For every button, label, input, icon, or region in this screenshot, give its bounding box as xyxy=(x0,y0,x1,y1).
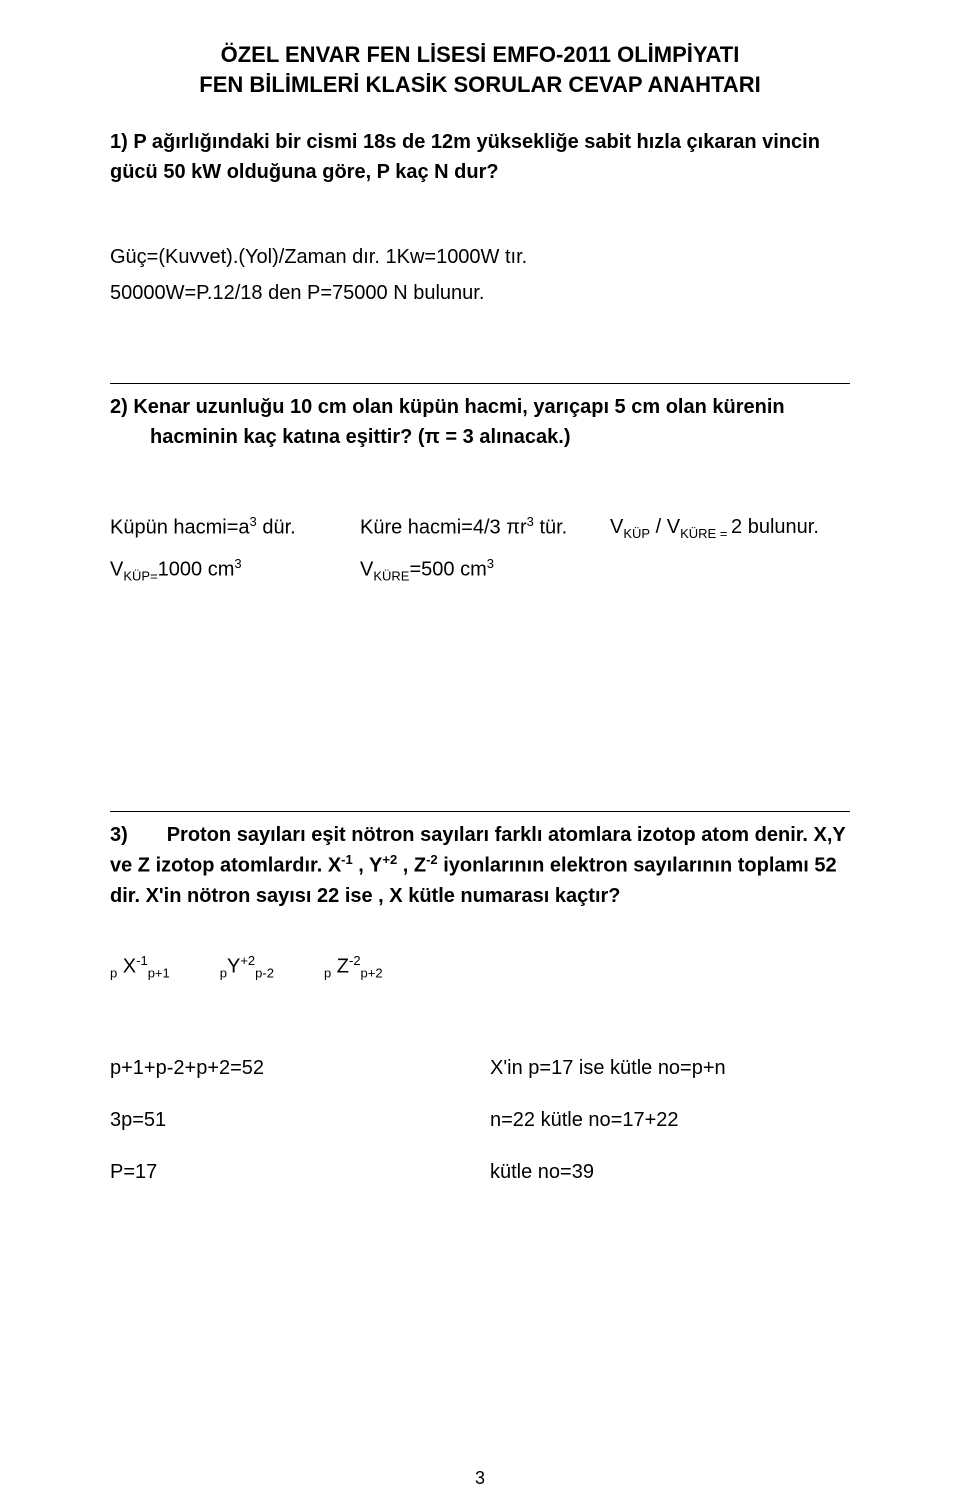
sphere-volume-formula: Küre hacmi=4/3 πr3 tür. xyxy=(360,512,610,544)
sphere-volume-value: VKÜRE=500 cm3 xyxy=(360,554,610,586)
answer-2-row-1: Küpün hacmi=a3 dür. Küre hacmi=4/3 πr3 t… xyxy=(110,512,850,544)
document-page: ÖZEL ENVAR FEN LİSESİ EMFO-2011 OLİMPİYA… xyxy=(0,0,960,1509)
cube-volume-formula: Küpün hacmi=a3 dür. xyxy=(110,512,360,544)
eq1-right: X'in p=17 ise kütle no=p+n xyxy=(490,1053,850,1083)
question-1-text: 1) P ağırlığındaki bir cismi 18s de 12m … xyxy=(110,131,820,183)
question-2: 2) Kenar uzunluğu 10 cm olan küpün hacmi… xyxy=(110,392,850,452)
eq3-left: P=17 xyxy=(110,1157,490,1187)
answer-1-line-2: 50000W=P.12/18 den P=75000 N bulunur. xyxy=(110,278,850,308)
eq2-left: 3p=51 xyxy=(110,1105,490,1135)
eq1-left: p+1+p-2+p+2=52 xyxy=(110,1053,490,1083)
equation-row-1: p+1+p-2+p+2=52 X'in p=17 ise kütle no=p+… xyxy=(110,1053,850,1083)
divider xyxy=(110,811,850,812)
document-header: ÖZEL ENVAR FEN LİSESİ EMFO-2011 OLİMPİYA… xyxy=(110,40,850,99)
question-3: 3) Proton sayıları eşit nötron sayıları … xyxy=(110,820,850,911)
divider xyxy=(110,383,850,384)
header-line-2: FEN BİLİMLERİ KLASİK SORULAR CEVAP ANAHT… xyxy=(110,70,850,100)
answer-1: Güç=(Kuvvet).(Yol)/Zaman dır. 1Kw=1000W … xyxy=(110,242,850,308)
question-1: 1) P ağırlığındaki bir cismi 18s de 12m … xyxy=(110,127,850,187)
ion-notation-row: p X-1p+1pY+2p-2p Z-2p+2 xyxy=(110,951,850,983)
answer-2-row-2: VKÜP=1000 cm3 VKÜRE=500 cm3 xyxy=(110,554,850,586)
header-line-1: ÖZEL ENVAR FEN LİSESİ EMFO-2011 OLİMPİYA… xyxy=(110,40,850,70)
answer-1-line-1: Güç=(Kuvvet).(Yol)/Zaman dır. 1Kw=1000W … xyxy=(110,242,850,272)
eq3-right: kütle no=39 xyxy=(490,1157,850,1187)
equation-row-3: P=17 kütle no=39 xyxy=(110,1157,850,1187)
page-number: 3 xyxy=(0,1468,960,1489)
cube-volume-value: VKÜP=1000 cm3 xyxy=(110,554,360,586)
volume-ratio: VKÜP / VKÜRE = 2 bulunur. xyxy=(610,512,850,544)
equation-row-2: 3p=51 n=22 kütle no=17+22 xyxy=(110,1105,850,1135)
answer-2: Küpün hacmi=a3 dür. Küre hacmi=4/3 πr3 t… xyxy=(110,512,850,586)
eq2-right: n=22 kütle no=17+22 xyxy=(490,1105,850,1135)
